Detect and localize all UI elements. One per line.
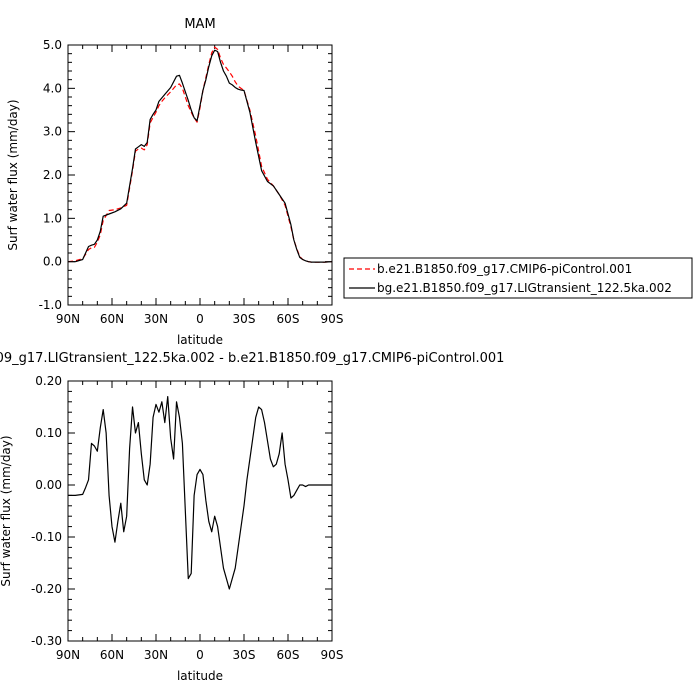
top-y-tick-label: 2.0 — [43, 168, 62, 182]
legend: b.e21.B1850.f09_g17.CMIP6-piControl.001 … — [343, 257, 693, 299]
top-plot-frame — [67, 44, 333, 306]
bottom-y-tick-label: 0.00 — [35, 478, 62, 492]
bottom-y-tick-label: -0.20 — [31, 582, 62, 596]
top-y-axis-label: Surf water flux (mm/day) — [6, 99, 20, 250]
bottom-y-axis-label: Surf water flux (mm/day) — [0, 435, 13, 586]
top-y-tick-label: 0.0 — [43, 255, 62, 269]
top-y-tick-label: -1.0 — [39, 298, 62, 312]
top-x-axis-label: latitude — [177, 333, 223, 347]
top-x-tick-label: 30N — [144, 312, 168, 326]
top-x-tick-label: 90S — [321, 312, 344, 326]
bottom-x-tick-label: 90N — [56, 648, 80, 662]
bottom-x-tick-label: 60S — [277, 648, 300, 662]
bottom-x-axis-label: latitude — [177, 669, 223, 683]
top-y-tick-label: 1.0 — [43, 211, 62, 225]
bottom-x-tick-label: 30S — [233, 648, 256, 662]
top-title: MAM — [184, 17, 215, 32]
bottom-title: bg.e21.B1850.f09_g17.LIGtransient_122.5k… — [0, 351, 504, 366]
bottom-plot-frame — [67, 380, 333, 642]
bottom-y-ticks: -0.30 -0.20 -0.10 0.00 0.10 0.20 — [31, 374, 332, 648]
top-y-tick-label: 5.0 — [43, 38, 62, 52]
top-y-tick-label: 4.0 — [43, 81, 62, 95]
top-x-tick-label: 30S — [233, 312, 256, 326]
bottom-x-tick-label: 60N — [100, 648, 124, 662]
top-y-tick-label: 3.0 — [43, 125, 62, 139]
bottom-y-tick-label: 0.10 — [35, 426, 62, 440]
bottom-x-ticks: 90N 60N 30N 0 30S 60S 90S — [56, 381, 344, 662]
top-panel: MAM -1.0 0.0 1.0 2.0 3.0 4.0 5.0 90N 60N 30N 0 30S… — [6, 17, 693, 347]
bottom-y-tick-label: -0.10 — [31, 530, 62, 544]
top-x-tick-label: 90N — [56, 312, 80, 326]
top-series-layer — [67, 46, 333, 263]
bottom-x-tick-label: 30N — [144, 648, 168, 662]
bottom-series-layer — [68, 396, 332, 590]
top-series-line-1 — [68, 49, 333, 263]
top-y-ticks: -1.0 0.0 1.0 2.0 3.0 4.0 5.0 — [39, 38, 332, 312]
bottom-y-tick-label: 0.20 — [35, 374, 62, 388]
bottom-y-tick-label: -0.30 — [31, 634, 62, 648]
top-x-tick-label: 0 — [196, 312, 204, 326]
legend-label-LIGtransient: bg.e21.B1850.f09_g17.LIGtransient_122.5k… — [377, 281, 672, 295]
top-x-tick-label: 60N — [100, 312, 124, 326]
bottom-series-line-0 — [68, 396, 332, 590]
bottom-x-tick-label: 0 — [196, 648, 204, 662]
top-x-ticks: 90N 60N 30N 0 30S 60S 90S — [56, 45, 344, 326]
legend-label-piControl: b.e21.B1850.f09_g17.CMIP6-piControl.001 — [377, 262, 632, 276]
bottom-panel: bg.e21.B1850.f09_g17.LIGtransient_122.5k… — [0, 351, 504, 683]
bottom-x-tick-label: 90S — [321, 648, 344, 662]
top-x-tick-label: 60S — [277, 312, 300, 326]
legend-box — [343, 257, 693, 299]
